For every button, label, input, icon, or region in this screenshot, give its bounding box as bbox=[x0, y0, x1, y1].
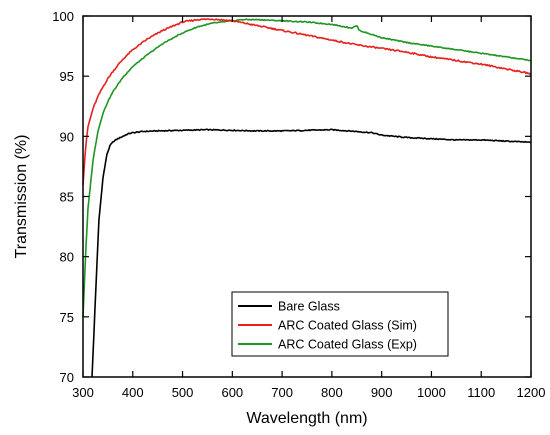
series-layer bbox=[82, 18, 532, 378]
legend-label-arc-sim: ARC Coated Glass (Sim) bbox=[278, 319, 417, 333]
y-tick-label-5: 95 bbox=[60, 69, 74, 84]
x-tick-label-4: 700 bbox=[271, 385, 293, 400]
legend: Bare Glass ARC Coated Glass (Sim) ARC Co… bbox=[231, 291, 449, 357]
series-line-arc-coated-glass-sim bbox=[82, 18, 532, 186]
tick-layer: 300 400 500 600 700 800 900 1000 1100 1200 70 75 80 8… bbox=[52, 9, 545, 400]
x-tick-label-3: 600 bbox=[221, 385, 243, 400]
series-line-arc-coated-glass-exp bbox=[82, 18, 532, 318]
y-tick-label-1: 75 bbox=[60, 310, 74, 325]
x-tick-label-1: 400 bbox=[122, 385, 144, 400]
x-tick-label-6: 900 bbox=[371, 385, 393, 400]
x-tick-label-2: 500 bbox=[172, 385, 194, 400]
x-tick-label-0: 300 bbox=[72, 385, 94, 400]
y-tick-label-2: 80 bbox=[60, 250, 74, 265]
x-tick-label-9: 1200 bbox=[517, 385, 546, 400]
x-tick-label-5: 800 bbox=[321, 385, 343, 400]
x-axis-title: Wavelength (nm) bbox=[246, 410, 367, 427]
y-tick-label-3: 85 bbox=[60, 190, 74, 205]
y-tick-label-6: 100 bbox=[52, 9, 74, 24]
legend-label-arc-exp: ARC Coated Glass (Exp) bbox=[278, 338, 417, 352]
y-tick-label-0: 70 bbox=[60, 370, 74, 385]
y-tick-label-4: 90 bbox=[60, 129, 74, 144]
x-tick-label-7: 1000 bbox=[417, 385, 446, 400]
series-line-bare-glass bbox=[91, 128, 532, 378]
legend-label-bare-glass: Bare Glass bbox=[278, 300, 340, 314]
x-tick-label-8: 1100 bbox=[467, 385, 495, 400]
y-axis-title: Transmission (%) bbox=[13, 135, 30, 259]
